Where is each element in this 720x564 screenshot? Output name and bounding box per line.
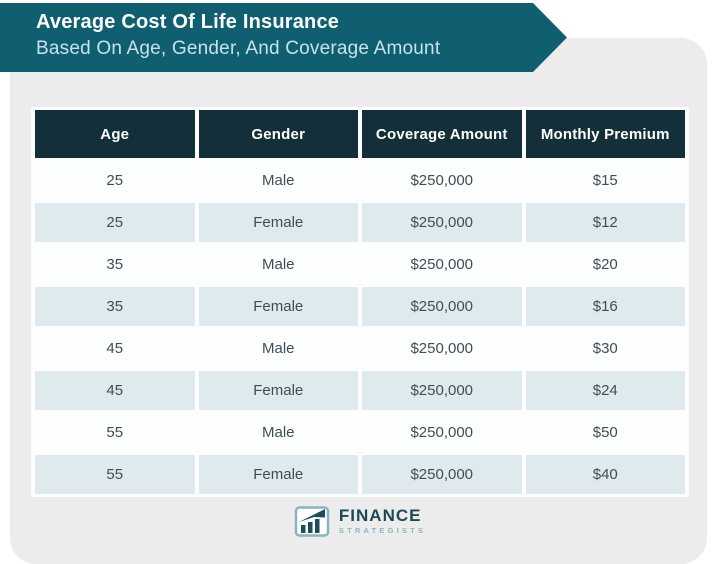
table-row: 35 Female $250,000 $16 (35, 287, 685, 326)
table-row: 35 Male $250,000 $20 (35, 245, 685, 284)
table-body: 25 Male $250,000 $15 25 Female $250,000 $12 35 Ma… (35, 161, 685, 494)
insurance-cost-table: Age Gender Coverage Amount Monthly Premium … (31, 107, 689, 497)
page-title: Average Cost Of Life Insurance (36, 11, 340, 33)
table-cell: 25 (35, 203, 195, 242)
table-cell: $250,000 (362, 203, 522, 242)
brand-subtitle: STRATEGISTS (338, 526, 427, 536)
table-cell: Female (198, 203, 358, 242)
table-cell: $15 (525, 161, 685, 200)
table-cell: $250,000 (362, 245, 522, 284)
table-row: 45 Female $250,000 $24 (35, 371, 685, 410)
data-table: Age Gender Coverage Amount Monthly Premium … (31, 107, 689, 497)
table-cell: 35 (35, 287, 195, 326)
table-cell: $250,000 (362, 329, 522, 368)
table-cell: 55 (35, 413, 195, 452)
table-cell: $250,000 (362, 455, 522, 494)
page-subtitle: Based On Age, Gender, And Coverage Amoun… (36, 38, 441, 59)
table-cell: Male (198, 161, 358, 200)
table-cell: Male (198, 413, 358, 452)
table-row: 25 Male $250,000 $15 (35, 161, 685, 200)
column-header: Age (35, 110, 195, 158)
table-cell: 45 (35, 329, 195, 368)
table-cell: Female (198, 455, 358, 494)
table-cell: $24 (525, 371, 685, 410)
table-cell: $20 (525, 245, 685, 284)
table-header-row: Age Gender Coverage Amount Monthly Premium (35, 110, 685, 158)
brand-footer: FINANCE STRATEGISTS (0, 503, 720, 539)
brand-wordmark: FINANCE STRATEGISTS (339, 507, 426, 535)
table-cell: $30 (525, 329, 685, 368)
table-row: 55 Female $250,000 $40 (35, 455, 685, 494)
table-cell: Male (198, 329, 358, 368)
table-cell: $250,000 (362, 413, 522, 452)
column-header: Gender (198, 110, 358, 158)
table-row: 55 Male $250,000 $50 (35, 413, 685, 452)
column-header: Coverage Amount (362, 110, 522, 158)
table-cell: 45 (35, 371, 195, 410)
table-row: 25 Female $250,000 $12 (35, 203, 685, 242)
table-cell: 35 (35, 245, 195, 284)
brand-name: FINANCE (338, 506, 422, 526)
table-cell: $12 (525, 203, 685, 242)
table-cell: $250,000 (362, 371, 522, 410)
column-header: Monthly Premium (525, 110, 685, 158)
table-cell: $250,000 (362, 161, 522, 200)
table-cell: $40 (525, 455, 685, 494)
table-cell: 55 (35, 455, 195, 494)
table-cell: 25 (35, 161, 195, 200)
table-cell: Female (198, 287, 358, 326)
table-row: 45 Male $250,000 $30 (35, 329, 685, 368)
table-cell: $16 (525, 287, 685, 326)
table-cell: Female (198, 371, 358, 410)
table-cell: Male (198, 245, 358, 284)
title-banner: Average Cost Of Life Insurance Based On … (0, 3, 567, 72)
bar-chart-trend-icon (294, 506, 330, 537)
table-cell: $50 (525, 413, 685, 452)
table-cell: $250,000 (362, 287, 522, 326)
